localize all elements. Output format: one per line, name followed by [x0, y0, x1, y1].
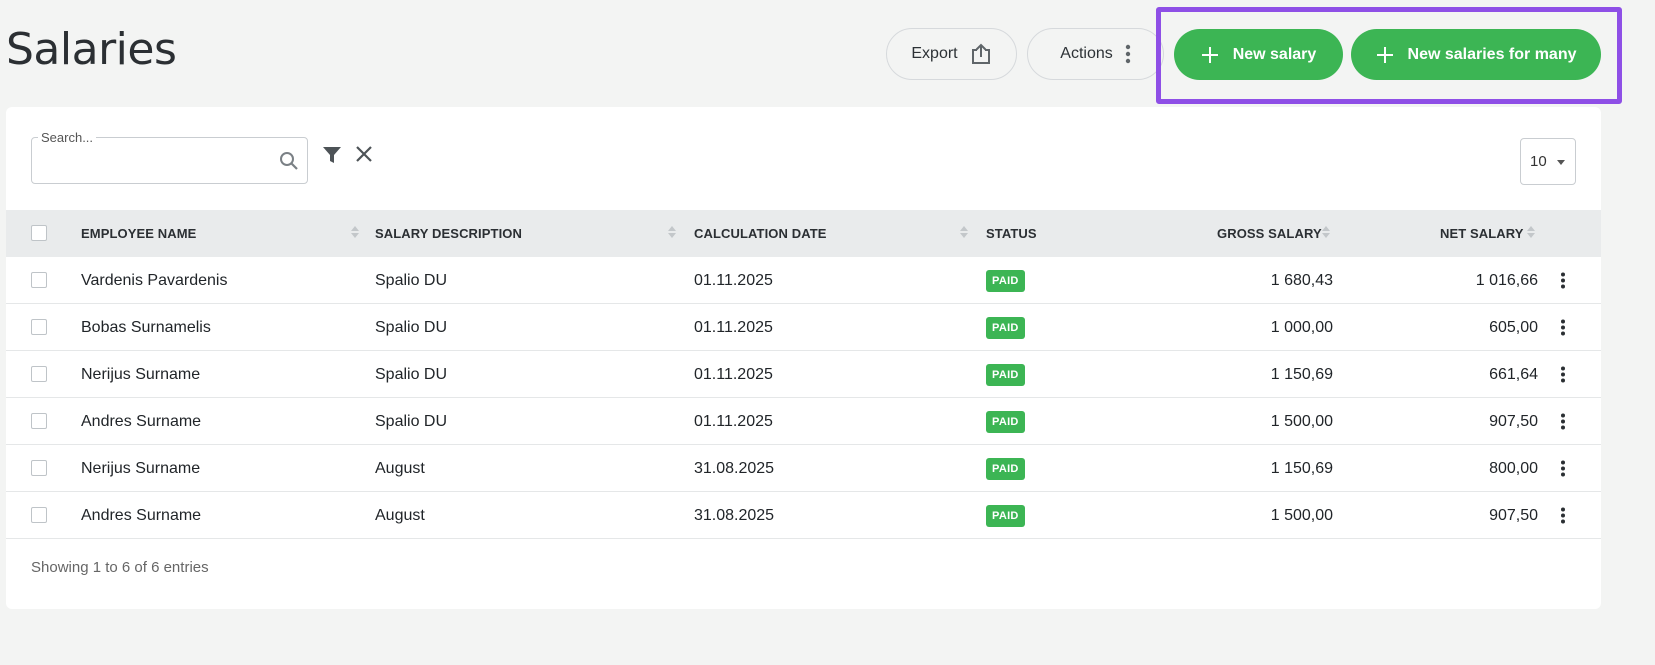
sort-icon[interactable]: [351, 226, 359, 240]
row-actions-kebab-icon[interactable]: [1560, 319, 1566, 336]
row-actions-kebab-icon[interactable]: [1560, 366, 1566, 383]
plus-icon: [1201, 46, 1218, 63]
gross-salary-cell: 1 150,69: [1270, 460, 1333, 477]
net-salary-cell: 1 016,66: [1475, 272, 1538, 289]
calculation-date-cell: 31.08.2025: [694, 460, 775, 477]
gross-salary-cell: 1 000,00: [1270, 319, 1333, 336]
row-checkbox[interactable]: [31, 507, 47, 523]
row-actions-kebab-icon[interactable]: [1560, 413, 1566, 430]
new-salaries-for-many-button[interactable]: New salaries for many: [1351, 29, 1601, 80]
net-salary-cell: 605,00: [1489, 319, 1538, 336]
salary-description-cell: August: [375, 460, 425, 477]
new-salary-button[interactable]: New salary: [1174, 29, 1343, 80]
net-salary-cell: 661,64: [1489, 366, 1538, 383]
new-salary-label: New salary: [1232, 45, 1317, 63]
entries-summary: Showing 1 to 6 of 6 entries: [31, 559, 209, 576]
salary-description-cell: Spalio DU: [375, 366, 448, 383]
actions-label: Actions: [1060, 45, 1113, 62]
table-header: EMPLOYEE NAME SALARY DESCRIPTION CALCULA…: [6, 210, 1601, 257]
net-salary-cell: 907,50: [1489, 507, 1538, 524]
select-all-checkbox[interactable]: [31, 225, 47, 241]
plus-icon: [1376, 46, 1393, 63]
employee-name-cell: Andres Surname: [81, 413, 202, 430]
chevron-down-icon: [1557, 160, 1565, 165]
header-status: STATUS: [986, 226, 1037, 241]
salary-description-cell: August: [375, 507, 425, 524]
salary-description-cell: Spalio DU: [375, 319, 448, 336]
close-icon[interactable]: [356, 146, 372, 162]
status-badge: PAID: [986, 505, 1025, 527]
sort-icon[interactable]: [668, 226, 676, 240]
new-salaries-for-many-label: New salaries for many: [1407, 45, 1577, 63]
gross-salary-cell: 1 680,43: [1270, 272, 1333, 289]
filter-icon[interactable]: [323, 147, 341, 164]
actions-button[interactable]: Actions: [1027, 28, 1164, 80]
employee-name-cell: Andres Surname: [81, 507, 202, 524]
employee-name-cell: Vardenis Pavardenis: [81, 272, 228, 289]
page-size-select[interactable]: 10: [1520, 138, 1576, 185]
employee-name-cell: Nerijus Surname: [81, 366, 201, 383]
kebab-icon: [1125, 44, 1130, 64]
page-title: Salaries: [6, 24, 177, 75]
gross-salary-cell: 1 150,69: [1270, 366, 1333, 383]
search-input[interactable]: Search...: [31, 130, 308, 184]
row-checkbox[interactable]: [31, 366, 47, 382]
status-badge: PAID: [986, 458, 1025, 480]
calculation-date-cell: 01.11.2025: [694, 319, 773, 336]
row-actions-kebab-icon[interactable]: [1560, 460, 1566, 477]
calculation-date-cell: 01.11.2025: [694, 272, 773, 289]
status-badge: PAID: [986, 411, 1025, 433]
salary-description-cell: Spalio DU: [375, 413, 448, 430]
employee-name-cell: Nerijus Surname: [81, 460, 201, 477]
calculation-date-cell: 31.08.2025: [694, 507, 775, 524]
calculation-date-cell: 01.11.2025: [694, 366, 773, 383]
search-label: Search...: [38, 130, 97, 145]
header-salary-description[interactable]: SALARY DESCRIPTION: [375, 226, 522, 241]
search-icon: [280, 152, 298, 170]
upload-box-icon: [971, 43, 990, 64]
table-row[interactable]: Nerijus Surname Spalio DU 01.11.2025 PAI…: [6, 351, 1601, 398]
gross-salary-cell: 1 500,00: [1270, 507, 1333, 524]
net-salary-cell: 907,50: [1489, 413, 1538, 430]
page-size-value: 10: [1530, 153, 1547, 170]
row-checkbox[interactable]: [31, 319, 47, 335]
employee-name-cell: Bobas Surnamelis: [81, 319, 211, 336]
net-salary-cell: 800,00: [1489, 460, 1538, 477]
row-actions-kebab-icon[interactable]: [1560, 507, 1566, 524]
salary-description-cell: Spalio DU: [375, 272, 448, 289]
export-button[interactable]: Export: [886, 28, 1017, 80]
row-checkbox[interactable]: [31, 413, 47, 429]
row-actions-kebab-icon[interactable]: [1560, 272, 1566, 289]
table-row[interactable]: Bobas Surnamelis Spalio DU 01.11.2025 PA…: [6, 304, 1601, 351]
sort-icon[interactable]: [1322, 226, 1330, 240]
sort-icon[interactable]: [1527, 226, 1535, 240]
calculation-date-cell: 01.11.2025: [694, 413, 773, 430]
row-checkbox[interactable]: [31, 272, 47, 288]
table-row[interactable]: Andres Surname August 31.08.2025 PAID 1 …: [6, 492, 1601, 539]
table-row[interactable]: Vardenis Pavardenis Spalio DU 01.11.2025…: [6, 257, 1601, 304]
status-badge: PAID: [986, 364, 1025, 386]
header-net-salary[interactable]: NET SALARY: [1440, 226, 1524, 241]
status-badge: PAID: [986, 270, 1025, 292]
row-checkbox[interactable]: [31, 460, 47, 476]
gross-salary-cell: 1 500,00: [1270, 413, 1333, 430]
table-row[interactable]: Andres Surname Spalio DU 01.11.2025 PAID…: [6, 398, 1601, 445]
header-calculation-date[interactable]: CALCULATION DATE: [694, 226, 827, 241]
table-row[interactable]: Nerijus Surname August 31.08.2025 PAID 1…: [6, 445, 1601, 492]
header-employee-name[interactable]: EMPLOYEE NAME: [81, 226, 197, 241]
salaries-card: Search... 10 EMPLOYEE NAME SALARY DESCRI…: [6, 107, 1601, 609]
sort-icon[interactable]: [960, 226, 968, 240]
export-label: Export: [911, 45, 958, 62]
status-badge: PAID: [986, 317, 1025, 339]
header-gross-salary[interactable]: GROSS SALARY: [1217, 226, 1322, 241]
